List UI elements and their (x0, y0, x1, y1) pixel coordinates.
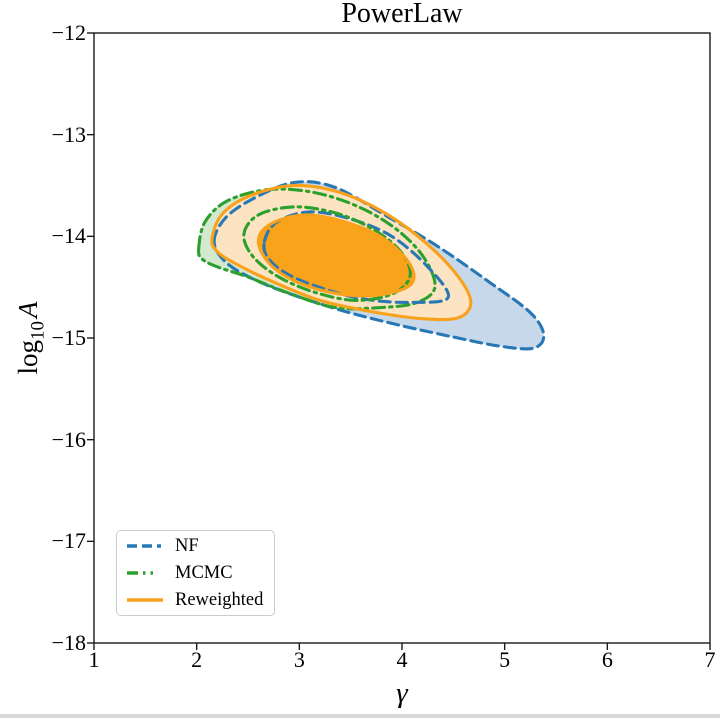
reweighted-outer-contour (210, 183, 473, 322)
x-tick-label: 3 (293, 647, 305, 672)
reweighted-line-sample (127, 597, 163, 602)
x-tick-label: 4 (396, 647, 408, 672)
legend-label-reweighted: Reweighted (175, 589, 264, 610)
legend-item-reweighted: Reweighted (126, 590, 274, 610)
y-tick-label: −14 (51, 223, 86, 249)
y-tick-label: −16 (51, 426, 86, 452)
y-tick-label: −13 (51, 121, 86, 147)
x-tick-label: 2 (191, 647, 203, 672)
mcmc-outer-contour (196, 187, 437, 311)
y-tick-label: −15 (51, 325, 86, 350)
x-tick-label: 1 (88, 647, 100, 672)
mcmc-line-sample (127, 571, 163, 575)
legend-box: NF MCMC Reweighted (116, 530, 275, 616)
x-tick-label: 5 (499, 647, 511, 672)
y-tick-label: −12 (51, 20, 86, 45)
legend-label-mcmc: MCMC (175, 562, 233, 583)
y-tick-label: −18 (51, 630, 86, 655)
y-axis-label-variable: A (13, 301, 43, 319)
y-tick-label: −17 (51, 528, 86, 554)
legend-label-nf: NF (175, 536, 199, 557)
legend-item-mcmc: MCMC (126, 563, 274, 583)
reweighted-inner-contour (256, 213, 416, 298)
x-axis-label: γ (396, 677, 408, 709)
nf-line-sample (127, 544, 163, 549)
legend-item-nf: NF (126, 536, 274, 556)
x-tick-label: 7 (704, 647, 716, 672)
mcmc-inner-contour (242, 205, 412, 302)
nf-inner-contour (262, 210, 450, 305)
plot-title: PowerLaw (341, 0, 463, 29)
x-tick-label: 6 (601, 647, 613, 672)
window-bottom-edge (0, 714, 720, 718)
